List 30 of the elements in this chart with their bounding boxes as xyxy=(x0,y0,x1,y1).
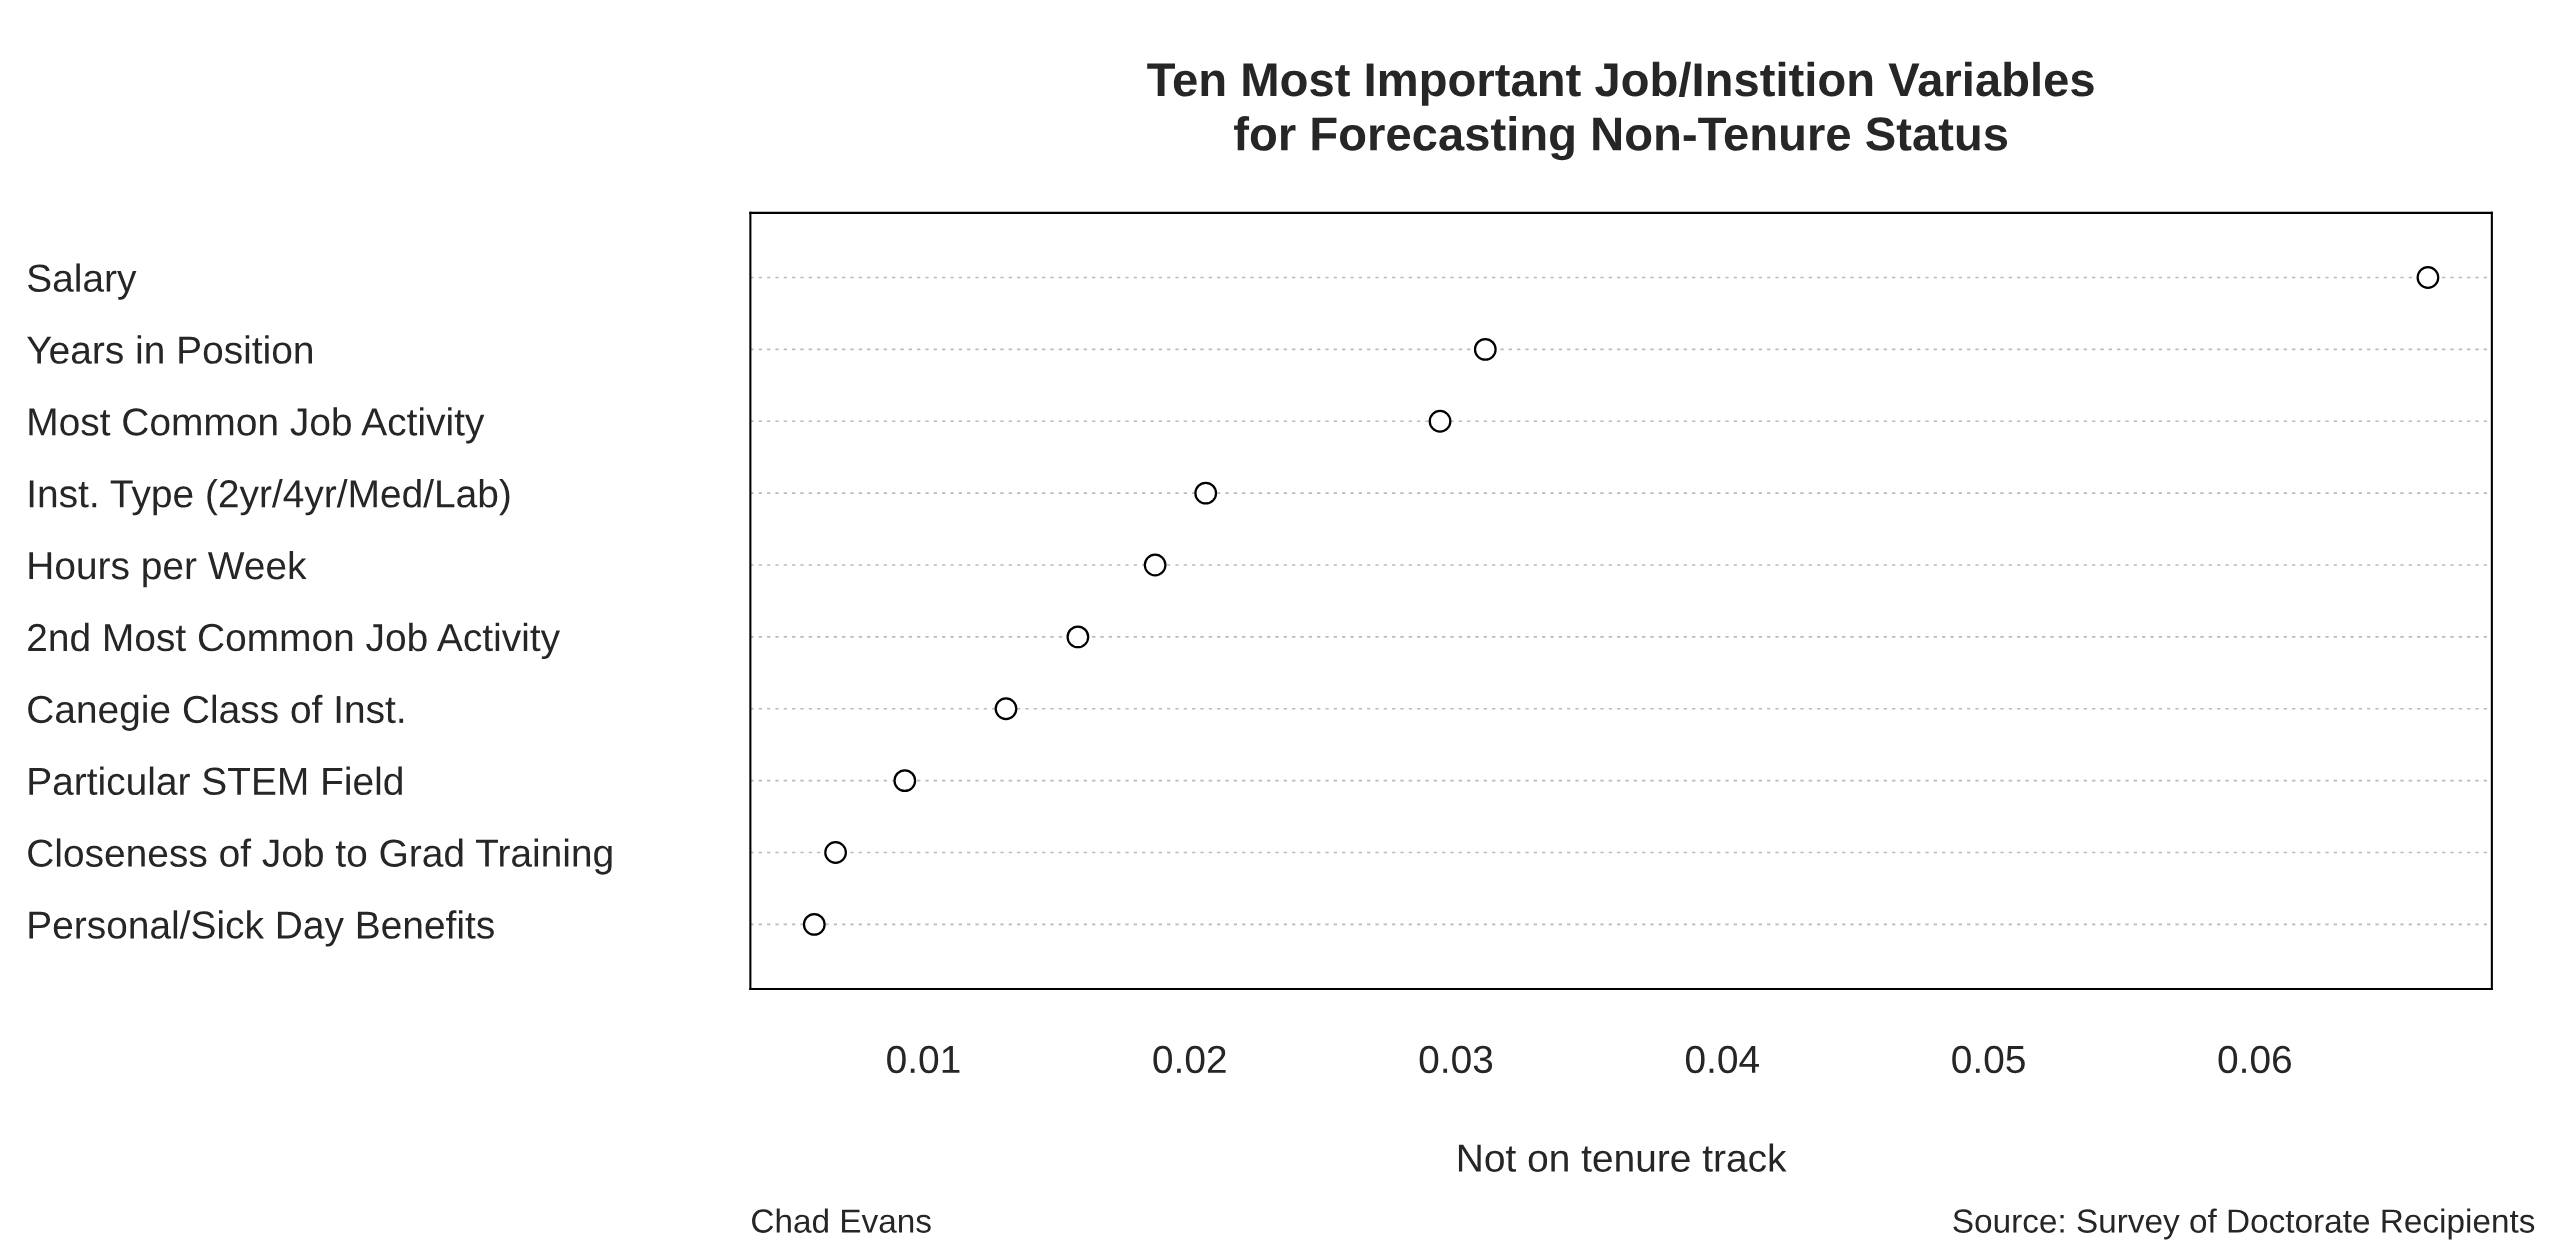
point xyxy=(1473,337,1497,361)
y-tick-label: Most Common Job Activity xyxy=(29,407,485,444)
text: Chad Evans xyxy=(752,1208,931,1233)
y-tick-label: Hours per Week xyxy=(29,550,307,588)
y-tick-label: Salary xyxy=(27,263,137,300)
chart-title: Ten Most Important Job/Instition Variables for Forecasting Non-Tenure Status xyxy=(1147,61,2094,161)
y-tick-label: Inst. Type (2yr/4yr/Med/Lab) xyxy=(29,479,510,516)
y-tick-label: Personal/Sick Day Benefits xyxy=(29,910,494,947)
point xyxy=(1428,409,1452,433)
x-tick-label: 0.04 xyxy=(1685,1045,1760,1074)
x-tick-label: 0.06 xyxy=(2218,1045,2291,1074)
x-tick-label: 0.02 xyxy=(1153,1045,1226,1074)
x-tick-label: 0.03 xyxy=(1419,1045,1493,1074)
point xyxy=(2416,266,2440,289)
x-axis-title: Not on tenure track xyxy=(1458,1143,1787,1172)
x-tick-label: 0.01 xyxy=(887,1045,960,1074)
x-tick-label: 0.05 xyxy=(1952,1045,2025,1074)
y-tick-label: Years in Position xyxy=(27,335,312,364)
point xyxy=(1143,553,1167,577)
source-note: Source: Survey of Doctorate Recipients xyxy=(1953,1208,2535,1240)
point xyxy=(1194,481,1218,505)
y-tick-label: Particular STEM Field xyxy=(29,766,402,796)
point xyxy=(994,697,1018,721)
y-tick-label: Canegie Class of Inst. xyxy=(28,694,404,731)
point xyxy=(824,841,847,864)
point xyxy=(802,912,826,936)
y-tick-label: 2nd Most Common Job Activity xyxy=(28,622,560,660)
point xyxy=(1066,625,1090,649)
point xyxy=(893,769,917,793)
y-tick-label: Closeness of Job to Grad Training xyxy=(28,838,612,875)
